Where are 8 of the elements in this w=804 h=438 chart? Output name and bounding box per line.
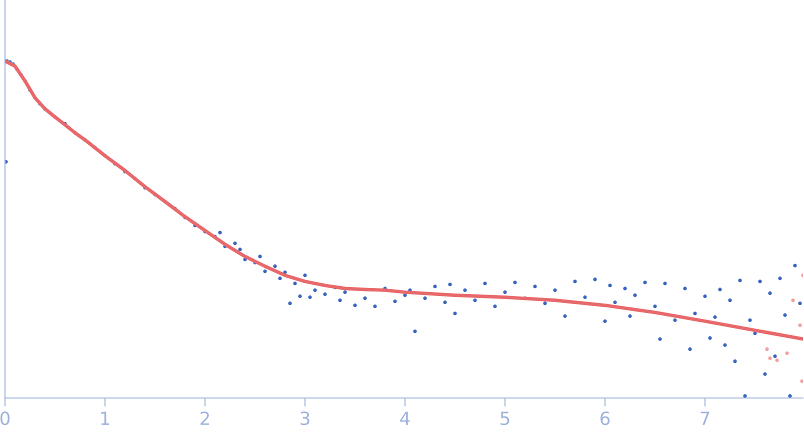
x-tick-label: 2 — [200, 412, 209, 425]
x-tick-label: 7 — [700, 412, 710, 425]
x-tick-label: 4 — [400, 412, 410, 425]
x-tick-label: 6 — [600, 412, 610, 426]
x-tick-label: 3 — [300, 412, 310, 426]
x-tick-label: 1 — [101, 412, 110, 425]
x-tick-label: 5 — [500, 412, 510, 426]
x-tick-label: 0 — [0, 412, 10, 426]
